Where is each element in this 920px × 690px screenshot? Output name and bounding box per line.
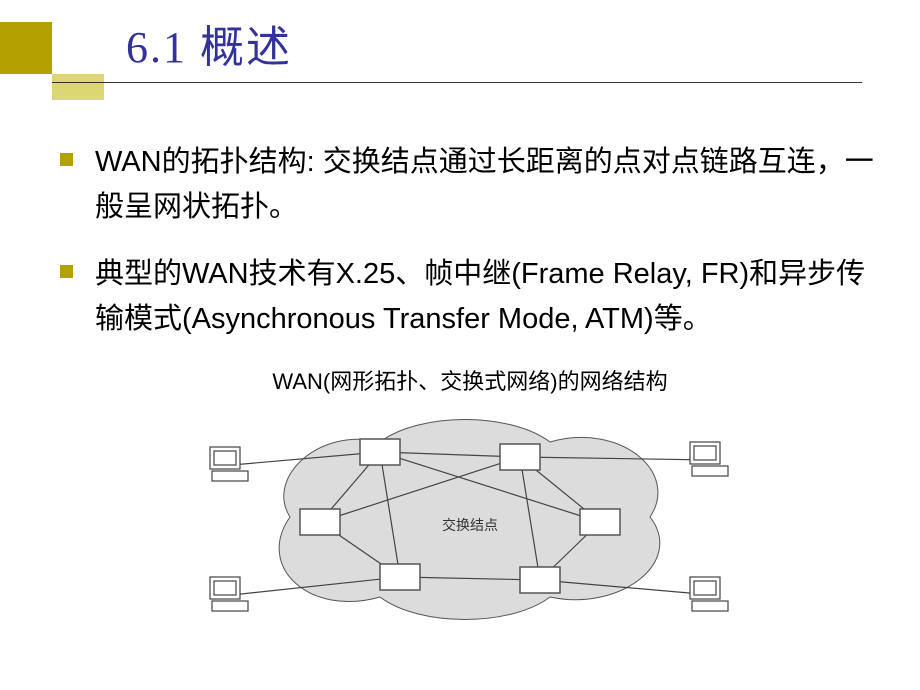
switch-node <box>380 564 420 590</box>
computer-icon <box>690 577 728 611</box>
slide-title: 6.1 概述 <box>96 22 292 74</box>
title-accent-square <box>0 22 52 74</box>
wan-diagram-svg: 交换结点 <box>170 402 770 632</box>
content-area: WAN的拓扑结构: 交换结点通过长距离的点对点链路互连，一般呈网状拓扑。 典型的… <box>60 140 880 632</box>
wan-diagram: 交换结点 <box>170 402 770 632</box>
switch-node <box>580 509 620 535</box>
title-accent-shadow <box>52 74 104 100</box>
bullet-text: WAN的拓扑结构: 交换结点通过长距离的点对点链路互连，一般呈网状拓扑。 <box>95 140 880 230</box>
switch-node <box>300 509 340 535</box>
switch-node <box>500 444 540 470</box>
center-label: 交换结点 <box>442 517 498 533</box>
switch-node <box>360 439 400 465</box>
bullet-item: 典型的WAN技术有X.25、帧中继(Frame Relay, FR)和异步传输模… <box>60 252 880 342</box>
title-block: 6.1 概述 <box>0 22 292 74</box>
bullet-item: WAN的拓扑结构: 交换结点通过长距离的点对点链路互连，一般呈网状拓扑。 <box>60 140 880 230</box>
bullet-text: 典型的WAN技术有X.25、帧中继(Frame Relay, FR)和异步传输模… <box>95 252 880 342</box>
switch-node <box>520 567 560 593</box>
bullet-marker <box>60 265 73 278</box>
computer-icon <box>690 442 728 476</box>
bullet-marker <box>60 153 73 166</box>
diagram-caption: WAN(网形拓扑、交换式网络)的网络结构 <box>60 364 880 396</box>
title-underline <box>52 82 862 83</box>
